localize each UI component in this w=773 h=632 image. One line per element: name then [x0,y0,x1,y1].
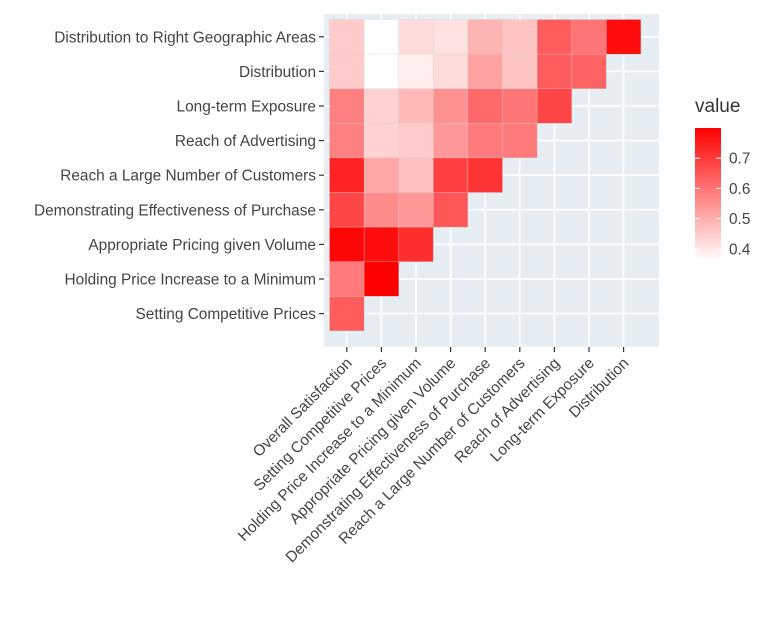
heatmap-cell [398,88,434,124]
heatmap-cell [363,88,399,124]
heatmap-cell [571,19,607,55]
heatmap-cell [536,53,572,89]
heatmap-cell [398,192,434,228]
heatmap-cell [433,19,469,55]
y-tick-label: Long-term Exposure [177,99,316,116]
heatmap-cell [398,19,434,55]
heatmap-cell [467,123,503,159]
heatmap-cell [536,19,572,55]
heatmap-cell [363,123,399,159]
y-axis: Distribution to Right Geographic Areas Di… [34,29,324,323]
heatmap-cell [329,19,365,55]
legend-title: value [695,96,741,117]
heatmap-cell [363,19,399,55]
heatmap-cell [329,157,365,193]
heatmap-cell [329,261,365,297]
heatmap-cell [363,192,399,228]
legend-tick-label: 0.4 [729,241,751,258]
heatmap-cell [502,19,538,55]
y-tick-label: Holding Price Increase to a Minimum [65,272,316,289]
heatmap-tiles [329,19,642,332]
heatmap-cell [329,296,365,332]
y-tick-label: Appropriate Pricing given Volume [88,237,316,254]
legend-ticks: 0.4 0.5 0.6 0.7 [695,151,751,258]
legend-tick-label: 0.5 [729,211,750,228]
heatmap-cell [398,123,434,159]
legend-tick-label: 0.7 [729,151,750,168]
heatmap-cell [502,53,538,89]
heatmap-cell [433,53,469,89]
heatmap-cell [467,53,503,89]
y-tick-label: Distribution [239,64,316,81]
heatmap-cell [467,157,503,193]
heatmap-cell [502,88,538,124]
heatmap-cell [363,53,399,89]
legend-color-bar [695,128,721,261]
heatmap-cell [606,19,642,55]
heatmap-cell [467,88,503,124]
heatmap-cell [329,192,365,228]
heatmap-cell [433,123,469,159]
y-tick-label: Reach a Large Number of Customers [60,168,316,185]
y-tick-label: Distribution to Right Geographic Areas [54,29,316,46]
heatmap-cell [502,123,538,159]
heatmap-cell [398,53,434,89]
heatmap-cell [536,88,572,124]
heatmap-cell [363,261,399,297]
y-tick-label: Reach of Advertising [175,133,316,150]
heatmap-cell [433,157,469,193]
heatmap-cell [398,157,434,193]
heatmap-cell [433,192,469,228]
heatmap-cell [363,157,399,193]
y-tick-label: Setting Competitive Prices [136,306,317,323]
heatmap-cell [329,53,365,89]
heatmap-cell [571,53,607,89]
y-tick-label: Demonstrating Effectiveness of Purchase [34,202,316,219]
heatmap-cell [329,123,365,159]
legend-tick-label: 0.6 [729,181,750,198]
heatmap-cell [467,19,503,55]
heatmap-cell [363,226,399,262]
heatmap-cell [329,88,365,124]
heatmap-cell [398,226,434,262]
heatmap-cell [433,88,469,124]
heatmap-cell [329,226,365,262]
